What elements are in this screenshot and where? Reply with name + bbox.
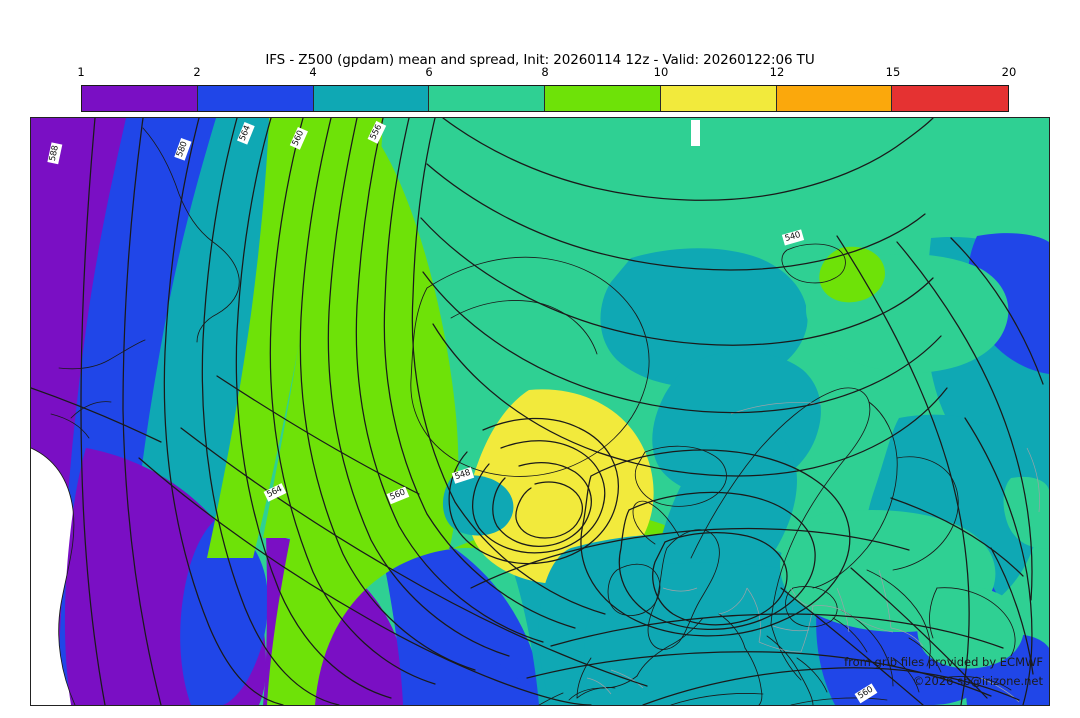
colorbar-segment-1-2 [82,86,198,111]
credit-source: from grib files provided by ECMWF [844,655,1043,669]
colorbar-tick-10: 10 [653,65,669,79]
map-canvas [31,118,1049,705]
colorbar-ticks: 1 2 4 6 8 10 12 15 20 [77,65,1016,82]
colorbar-tick-8: 8 [541,65,549,79]
colorbar-tick-6: 6 [425,65,433,79]
z500-mean-and-spread-map[interactable]: 588 580 564 560 556 540 564 560 548 560 from grib… [30,117,1050,706]
credit-copyright: ©2026 sb@irizone.net [912,674,1043,688]
colorbar-segment-4-6 [313,86,430,111]
colorbar-tick-12: 12 [769,65,785,79]
colorbar-segment-12-15 [776,86,893,111]
colorbar-segment-10-12 [660,86,777,111]
colorbar-segment-2-4 [197,86,314,111]
colorbar: 1 2 4 6 8 10 12 15 20 [77,66,1016,112]
colorbar-segment-6-8 [429,86,545,111]
colorbar-tick-15: 15 [885,65,901,79]
colorbar-segment-15-20 [892,86,1008,111]
colorbar-gradient [81,85,1009,112]
colorbar-tick-2: 2 [193,65,201,79]
colorbar-segment-8-10 [545,86,661,111]
blank-label-chip [691,120,700,146]
colorbar-tick-1: 1 [77,65,85,79]
colorbar-tick-4: 4 [309,65,317,79]
colorbar-tick-20: 20 [1001,65,1017,79]
page-title: IFS - Z500 (gpdam) mean and spread, Init… [265,52,815,68]
